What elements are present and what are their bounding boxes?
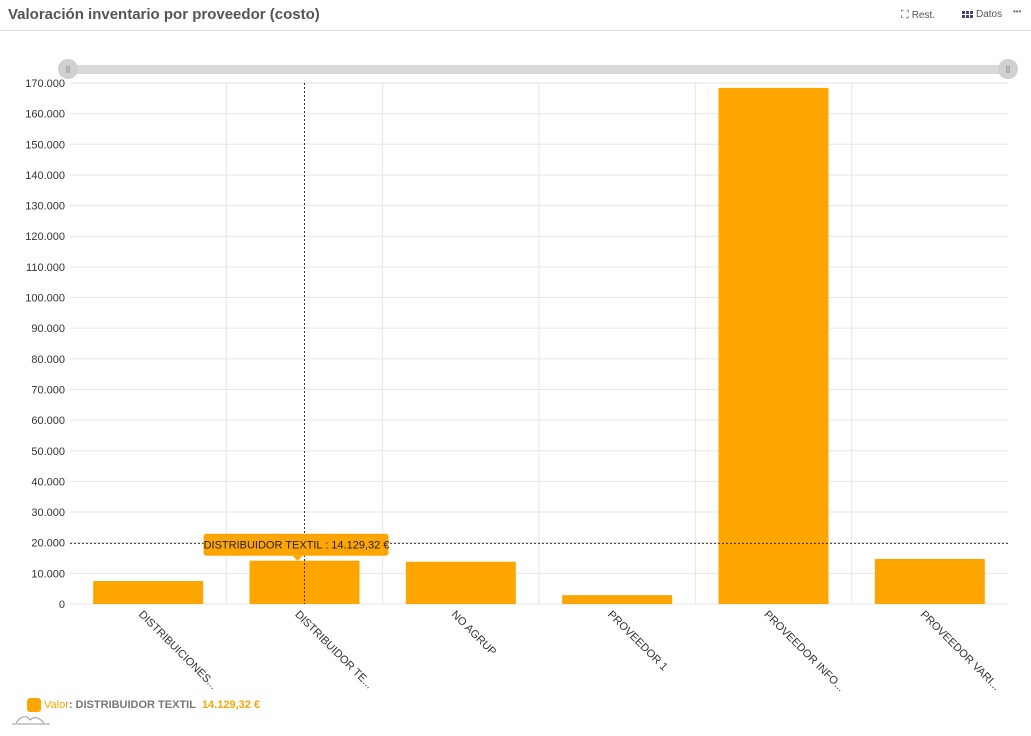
slider-handle-right[interactable]	[998, 59, 1018, 79]
sparkline-icon	[12, 716, 50, 725]
bar-chart: ll ll 0 10.000 20.000 30.000 40.000 50.000 60.…	[25, 59, 1018, 694]
x-tick-label: NO AGRUP	[449, 609, 499, 659]
panel-header: Valoración inventario por proveedor (cos…	[0, 0, 1031, 31]
data-button[interactable]: Datos	[962, 9, 1002, 20]
x-tick-label: PROVEEDOR INFO...	[761, 609, 846, 694]
x-tick-label: PROVEEDOR 1	[605, 609, 670, 674]
data-label: Datos	[976, 9, 1003, 20]
more-menu-button[interactable]: •••	[1013, 7, 1022, 16]
bar[interactable]	[562, 595, 673, 604]
y-tick-label: 130.000	[25, 201, 65, 213]
svg-text:ll: ll	[1006, 65, 1010, 76]
chart-title: Valoración inventario por proveedor (cos…	[8, 6, 320, 23]
x-tick-label: DISTRIBUIDOR TE...	[292, 609, 375, 692]
legend-value: 14.129,32 €	[201, 699, 261, 711]
grid-icon	[962, 11, 973, 18]
bar[interactable]	[93, 581, 204, 604]
y-tick-label: 20.000	[31, 538, 65, 550]
tooltip-text: DISTRIBUIDOR TEXTIL : 14.129,32 €	[204, 540, 390, 552]
bar[interactable]	[874, 558, 985, 604]
y-tick-label: 120.000	[25, 231, 65, 243]
tooltip-box	[203, 533, 389, 556]
x-tick-label: DISTRIBUICIONES...	[136, 609, 219, 692]
legend-series: Valor	[44, 699, 69, 711]
y-tick-label: 10.000	[31, 568, 65, 580]
y-tick-label: 140.000	[25, 170, 65, 182]
x-tick-label: PROVEEDOR VARI...	[918, 609, 1002, 693]
slider-handle-left[interactable]	[58, 59, 78, 79]
y-tick-label: 40.000	[31, 476, 65, 488]
collapse-icon: ⛶	[901, 9, 909, 21]
y-tick-label: 150.000	[25, 139, 65, 151]
y-tick-label: 100.000	[25, 293, 65, 305]
legend-category: DISTRIBUIDOR TEXTIL	[75, 699, 196, 711]
y-tick-label: 0	[59, 599, 65, 611]
y-tick-label: 30.000	[31, 507, 65, 519]
legend-sep: :	[68, 699, 73, 711]
y-tick-label: 160.000	[25, 109, 65, 121]
y-tick-label: 50.000	[31, 446, 65, 458]
y-tick-label: 80.000	[31, 354, 65, 366]
reset-button[interactable]: ⛶ Rest.	[901, 9, 935, 22]
y-tick-label: 90.000	[31, 323, 65, 335]
y-tick-label: 60.000	[31, 415, 65, 427]
svg-text:ll: ll	[66, 65, 70, 76]
y-tick-label: 70.000	[31, 384, 65, 396]
y-tick-label: 110.000	[26, 262, 65, 274]
legend-swatch	[27, 698, 41, 712]
tooltip-arrow	[292, 555, 303, 561]
bar[interactable]	[405, 561, 516, 604]
reset-label: Rest.	[911, 10, 936, 21]
y-tick-label: 170.000	[25, 78, 65, 90]
range-slider[interactable]: ll ll	[58, 59, 1018, 79]
bar[interactable]	[718, 87, 829, 605]
legend[interactable]: Valor: DISTRIBUIDOR TEXTIL 14.129,32 €	[27, 698, 260, 712]
